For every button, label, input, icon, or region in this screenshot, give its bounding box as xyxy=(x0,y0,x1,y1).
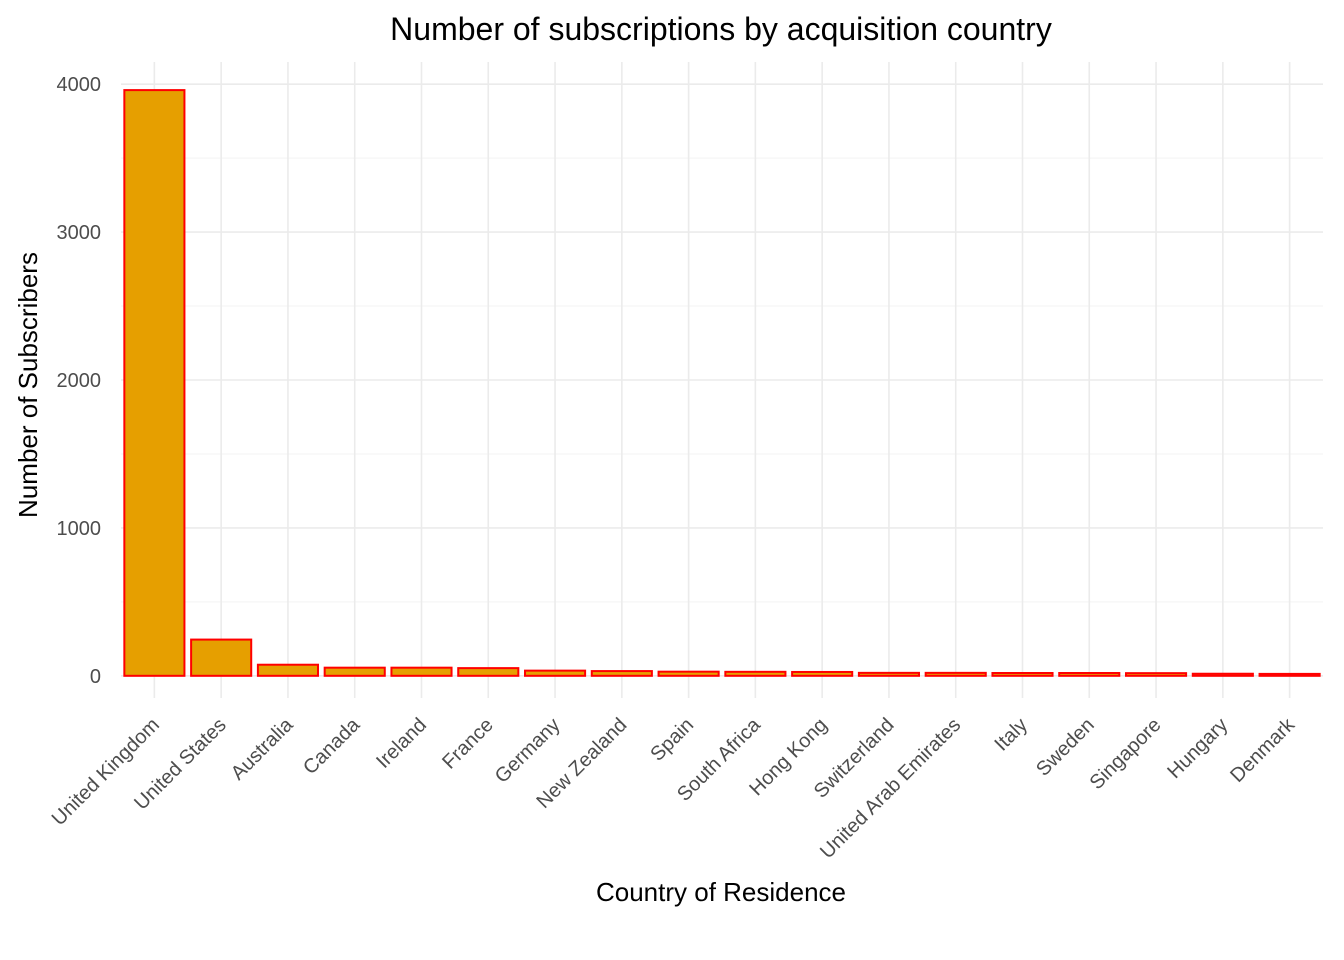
bar-singapore xyxy=(1125,672,1188,677)
bar-hungary xyxy=(1191,672,1254,677)
bars xyxy=(123,89,1321,677)
bar-germany xyxy=(524,669,587,677)
y-tick-label: 4000 xyxy=(57,74,102,96)
x-tick-label: Australia xyxy=(227,713,298,784)
x-tick-label: Hungary xyxy=(1163,714,1232,783)
x-tick-label: Spain xyxy=(646,714,698,766)
chart-title: Number of subscriptions by acquisition c… xyxy=(390,11,1052,47)
bar-switzerland xyxy=(857,671,920,677)
bar-spain xyxy=(657,670,720,677)
x-tick-label: Singapore xyxy=(1086,714,1166,794)
bar-united-states xyxy=(190,638,253,677)
y-tick-label: 3000 xyxy=(57,222,102,244)
gridlines xyxy=(121,62,1323,698)
x-tick-label: Italy xyxy=(991,714,1032,755)
bar-united-kingdom xyxy=(123,89,186,677)
bar-italy xyxy=(991,672,1054,677)
bar-denmark xyxy=(1258,672,1321,677)
bar-united-arab-emirates xyxy=(924,671,987,677)
y-tick-label: 1000 xyxy=(57,518,102,540)
y-axis-ticks: 0 1000 2000 3000 4000 xyxy=(57,74,102,688)
y-axis-title: Number of Subscribers xyxy=(13,252,43,518)
x-tick-label: France xyxy=(438,714,498,774)
bar-south-africa xyxy=(724,670,787,677)
x-axis-title: Country of Residence xyxy=(596,877,846,907)
bar-france xyxy=(457,667,520,677)
bar-ireland xyxy=(390,666,453,677)
bar-hong-kong xyxy=(791,670,854,677)
bar-new-zealand xyxy=(590,670,653,677)
x-tick-label: Sweden xyxy=(1032,714,1099,781)
bar-australia xyxy=(256,663,319,677)
x-tick-label: Ireland xyxy=(372,714,431,773)
bar-sweden xyxy=(1058,672,1121,677)
y-tick-label: 0 xyxy=(90,666,101,688)
x-tick-label: Denmark xyxy=(1226,713,1300,787)
x-tick-label: Canada xyxy=(299,713,365,779)
bar-canada xyxy=(323,666,386,677)
y-tick-label: 2000 xyxy=(57,370,102,392)
